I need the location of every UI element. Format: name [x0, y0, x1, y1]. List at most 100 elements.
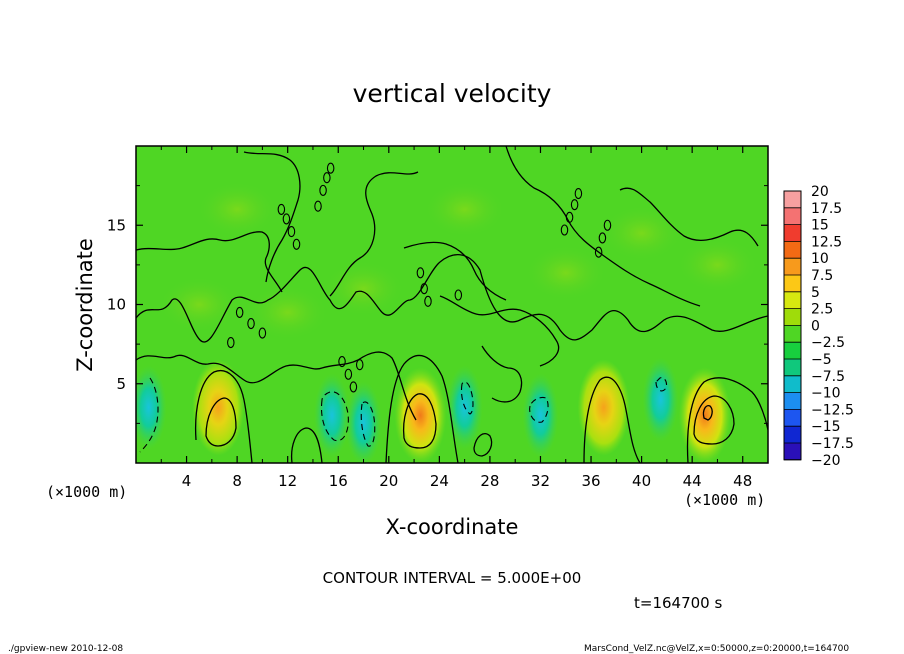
- colorbar-label-17: −20: [811, 453, 841, 469]
- x-tick-label-36: 36: [581, 472, 600, 490]
- colorbar-label-14: −12.5: [811, 402, 854, 418]
- contour-label-6-1: [416, 267, 425, 279]
- contour-label-5-3: [349, 381, 358, 393]
- negative-contours: [139, 377, 668, 453]
- downdraft-2: [313, 373, 350, 458]
- x-tick-label-28: 28: [480, 472, 499, 490]
- contour-label-4-1: [603, 219, 612, 231]
- updraft-3: [577, 359, 630, 456]
- contour-label-5-4: [355, 359, 364, 371]
- contour-label-5-1: [338, 356, 346, 368]
- colorbar-swatch-8: [784, 308, 801, 326]
- colorbar-swatch-13: [784, 392, 801, 410]
- x-unit-label: (×1000 m): [684, 491, 765, 509]
- contour-label-1-1: [277, 203, 286, 215]
- field-patch: [199, 183, 276, 236]
- x-axis-label: X-coordinate: [386, 515, 519, 539]
- updraft-1: [192, 359, 245, 456]
- colorbar-swatch-10: [784, 342, 801, 359]
- colorbar-label-2: 17.5: [811, 201, 842, 217]
- footer-file: MarsCond_VelZ.nc@VelZ,x=0:50000,z=0:2000…: [584, 644, 849, 654]
- colorbar-swatch-14: [784, 409, 801, 427]
- downdraft-5: [522, 373, 559, 458]
- time-label: t=164700 s: [634, 594, 722, 612]
- contour-label-2-1: [326, 162, 335, 174]
- plot-area: [136, 146, 768, 463]
- colorbar-label-5: 10: [811, 251, 829, 267]
- x-tick-label-40: 40: [632, 472, 651, 490]
- contour-label-3-1: [574, 188, 583, 200]
- y-tick-label-5: 5: [116, 375, 126, 393]
- contour-lines: [136, 146, 768, 463]
- y-unit-label: (×1000 m): [46, 483, 127, 501]
- x-tick-label-16: 16: [329, 472, 348, 490]
- colorbar-label-3: 15: [811, 218, 829, 234]
- contour-label-7-3: [258, 327, 267, 339]
- field-patch: [325, 262, 402, 315]
- x-tick-label-32: 32: [531, 472, 550, 490]
- y-tick-label-10: 10: [107, 296, 126, 314]
- colorbar-label-1: 20: [811, 184, 829, 200]
- field-patch: [426, 183, 503, 236]
- colorbar-swatch-9: [784, 325, 801, 343]
- colorbar-label-9: 0: [811, 318, 820, 334]
- contour-label-7-4: [227, 336, 235, 349]
- colorbar-swatch-16: [784, 443, 801, 460]
- colorbar-label-11: −5: [811, 352, 832, 368]
- colorbar-label-13: −10: [811, 386, 841, 402]
- colorbar-label-6: 7.5: [811, 268, 833, 284]
- colorbar-swatch-3: [784, 224, 801, 242]
- contour-label-7-2: [247, 317, 255, 330]
- x-tick-label-48: 48: [733, 472, 752, 490]
- contour-label-7-1: [235, 306, 244, 318]
- colorbar-swatch-12: [784, 375, 801, 393]
- contour-label-1-2: [282, 213, 291, 225]
- colorbar-swatch-7: [784, 291, 801, 309]
- updraft-2: [394, 367, 447, 463]
- contour-label-3-2: [570, 199, 579, 211]
- downdraft-1: [136, 365, 167, 450]
- x-tick-label-24: 24: [430, 472, 449, 490]
- contour-label-3-4: [560, 224, 569, 236]
- contour-label-2-3: [319, 184, 327, 196]
- colorbar-swatch-11: [784, 359, 801, 376]
- field-patch: [527, 246, 604, 299]
- colorbar-label-16: −17.5: [811, 436, 854, 452]
- colorbar-swatch-5: [784, 258, 801, 275]
- contour-label-3-3: [565, 211, 574, 223]
- colorbar-label-8: 2.5: [811, 302, 833, 318]
- colorbar-swatch-15: [784, 426, 801, 443]
- contour-label-6-4: [454, 289, 463, 301]
- x-tick-label-44: 44: [683, 472, 702, 490]
- x-tick-label-8: 8: [232, 472, 242, 490]
- colorbar-swatch-4: [784, 241, 801, 259]
- contour-label-6-2: [420, 283, 428, 295]
- contour-interval: CONTOUR INTERVAL = 5.000E+00: [323, 569, 582, 587]
- contour-label-5-2: [344, 368, 353, 380]
- contour-label-chain: [227, 162, 612, 393]
- colorbar-label-15: −15: [811, 419, 841, 435]
- contour-label-1-4: [292, 238, 301, 250]
- field-patch: [679, 238, 756, 291]
- colorbar-label-4: 12.5: [811, 234, 842, 250]
- contour-label-1-3: [287, 226, 296, 238]
- field-patch: [161, 278, 238, 331]
- contour-label-4-2: [598, 232, 607, 244]
- x-axis: 4 8 12 16 20 24 28 32 36 40 44 48: [160, 146, 752, 490]
- contour-label-6-3: [424, 295, 432, 307]
- colorbar-label-7: 5: [811, 285, 820, 301]
- colorbar-swatch-1: [784, 191, 801, 208]
- downdraft-6: [642, 357, 679, 442]
- y-tick-label-15: 15: [107, 216, 126, 234]
- colorbar: 2017.51512.5107.552.50−2.5−5−7.5−10−12.5…: [783, 184, 854, 469]
- colorbar-swatch-6: [784, 275, 801, 292]
- updraft-4: [678, 367, 731, 463]
- y-axis: 5 10 15: [107, 185, 768, 424]
- x-tick-label-4: 4: [182, 472, 192, 490]
- contour-label-2-4: [314, 200, 322, 212]
- contour-label-2-2: [323, 172, 331, 184]
- contour-label-4-3: [594, 246, 603, 258]
- colorbar-swatch-2: [784, 207, 801, 225]
- footer-program: ./gpview-new 2010-12-08: [8, 644, 123, 654]
